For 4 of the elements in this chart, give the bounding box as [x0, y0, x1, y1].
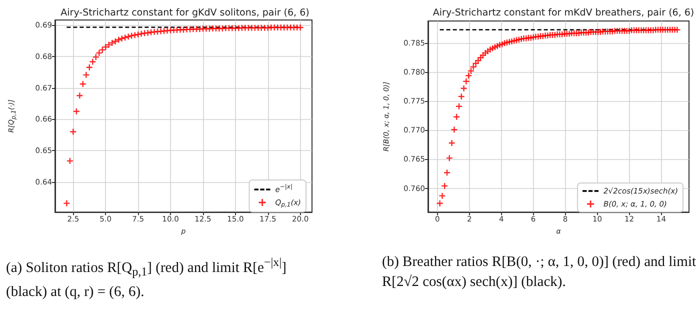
text: (a) Soliton ratios R[Q$_{p,1}$] (red) and limit R[e$^{−|x|}$] (black) at (q, r) = (6, 6).	[6, 255, 286, 300]
chart-title: Airy-Strichartz constant for mKdV breathers, pair (6, 6)	[432, 8, 694, 18]
text: (b) Breather ratios R[B(0, ·; α, 1, 0, 0)] (red) and limit R[2√2 cos(αx) sech(x)] (black).	[382, 253, 697, 292]
chart-title: Airy-Strichartz constant for gKdV solitons, pair (6, 6)	[60, 8, 310, 18]
